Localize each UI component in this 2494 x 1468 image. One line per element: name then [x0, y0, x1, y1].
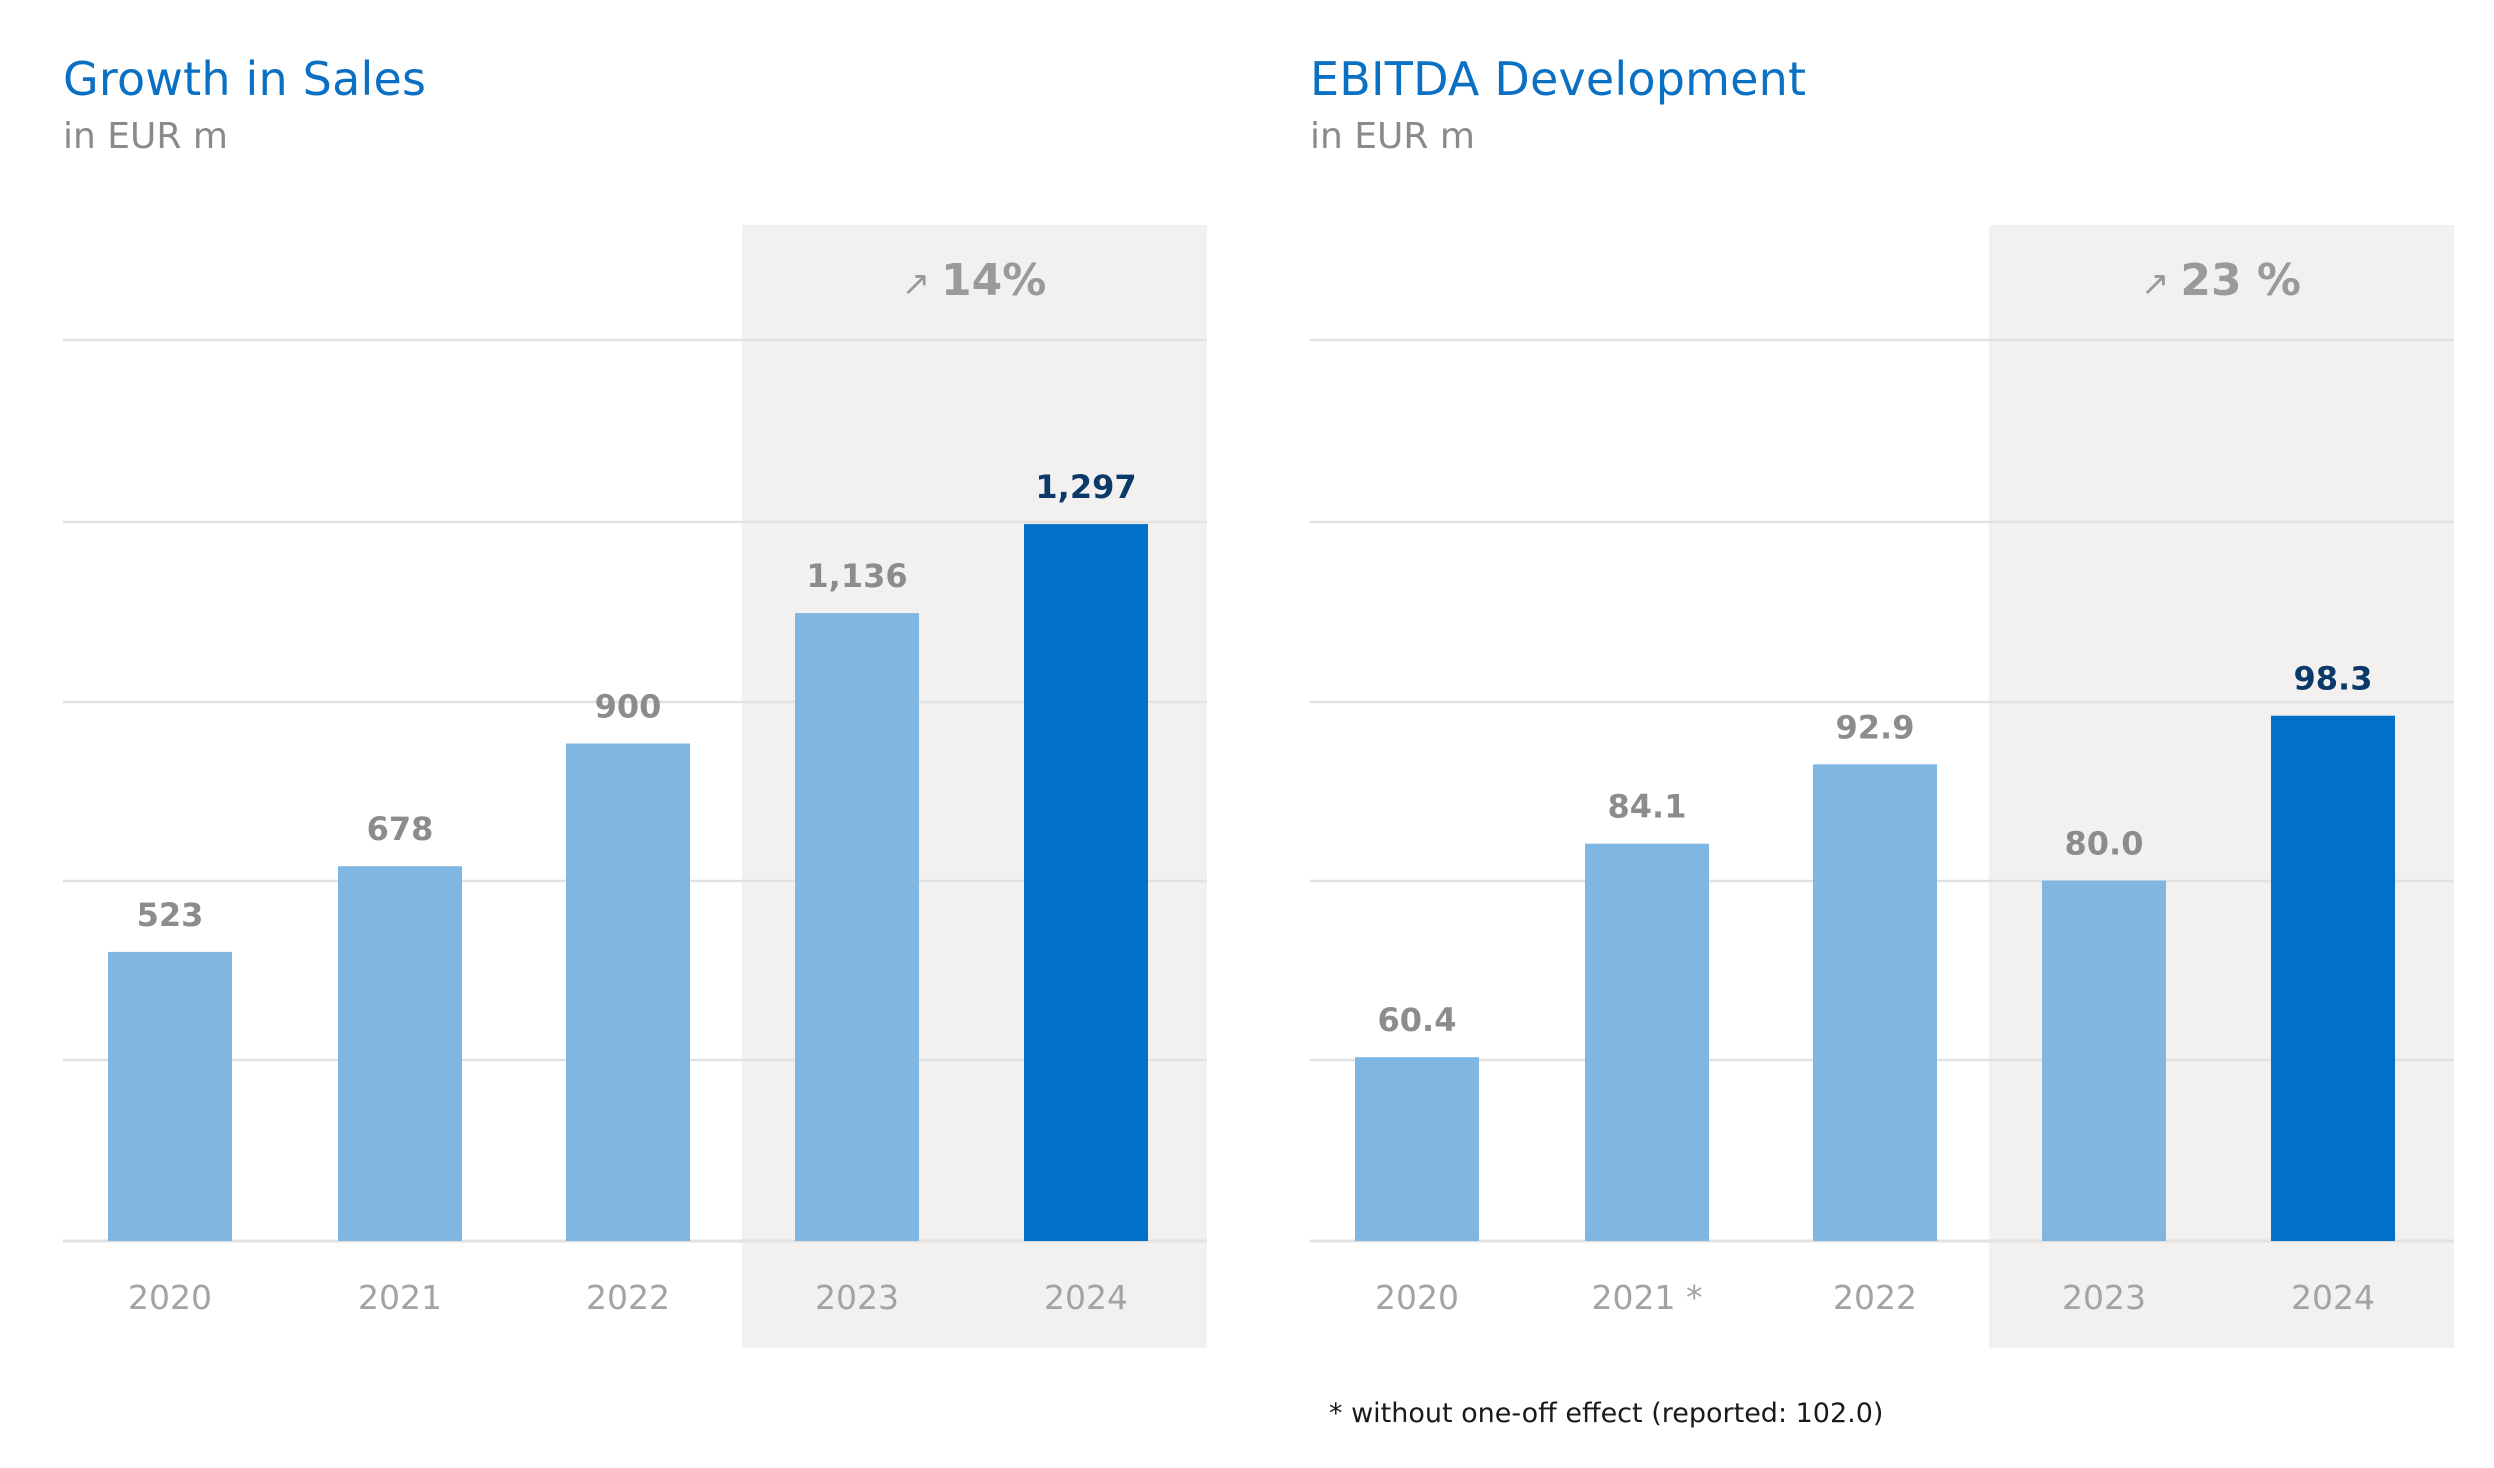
bar-2024: [1024, 524, 1148, 1241]
growth-annotation: ↗ 14%: [902, 255, 1047, 306]
bar-2022: [1813, 764, 1937, 1241]
value-label: 1,297: [1035, 468, 1136, 506]
ebitda-chart-panel: EBITDA Development in EUR m ↗ 23 % 60.4 20…: [1247, 0, 2494, 1468]
sales-chart-title: Growth in Sales: [63, 52, 427, 106]
growth-arrow-icon: ↗: [2141, 264, 2180, 304]
category-label: 2022: [1833, 1278, 1917, 1317]
value-label: 80.0: [2065, 825, 2144, 863]
growth-arrow-icon: ↗: [902, 264, 941, 304]
growth-value: 23 %: [2180, 255, 2301, 306]
category-label: 2022: [586, 1278, 670, 1317]
sales-chart-panel: Growth in Sales in EUR m ↗ 14% 523 2020 678…: [63, 52, 1207, 1348]
value-label: 98.3: [2294, 660, 2373, 698]
sales-bar-chart: ↗ 14% 523 2020 678 2021 900 2022 1,136 2023 1,297…: [63, 225, 1207, 1348]
bar-2024: [2271, 715, 2395, 1241]
bar-2020: [1355, 1057, 1479, 1241]
category-label: 2023: [2062, 1278, 2146, 1317]
value-label: 1,136: [806, 557, 907, 595]
value-label: 84.1: [1608, 788, 1687, 826]
value-label: 92.9: [1836, 708, 1915, 746]
growth-annotation: ↗ 23 %: [2141, 255, 2301, 306]
ebitda-chart-unit: in EUR m: [1310, 116, 1475, 157]
category-label: 2020: [1375, 1278, 1459, 1317]
value-label: 678: [367, 810, 434, 848]
bar-2023: [2042, 880, 2166, 1241]
growth-value: 14%: [941, 255, 1046, 306]
bar-2020: [108, 951, 232, 1241]
ebitda-chart-title: EBITDA Development: [1310, 52, 1807, 106]
ebitda-footnote: * without one-off effect (reported: 102.…: [1329, 1398, 1884, 1429]
sales-chart-unit: in EUR m: [63, 116, 228, 157]
bar-2023: [795, 613, 919, 1241]
category-label: 2020: [128, 1278, 212, 1317]
category-label: 2023: [815, 1278, 899, 1317]
bar-2021: [338, 866, 462, 1241]
category-label: 2024: [1044, 1278, 1128, 1317]
value-label: 900: [595, 688, 662, 726]
category-label: 2024: [2291, 1278, 2375, 1317]
bar-2022: [566, 743, 690, 1241]
bar-2021: [1585, 843, 1709, 1241]
value-label: 60.4: [1378, 1001, 1457, 1039]
ebitda-bar-chart: ↗ 23 % 60.4 2020 84.1 2021 * 92.9 2022 80.0 2023…: [1310, 225, 2454, 1348]
category-label: 2021 *: [1592, 1278, 1703, 1317]
category-label: 2021: [358, 1278, 442, 1317]
value-label: 523: [137, 896, 204, 934]
